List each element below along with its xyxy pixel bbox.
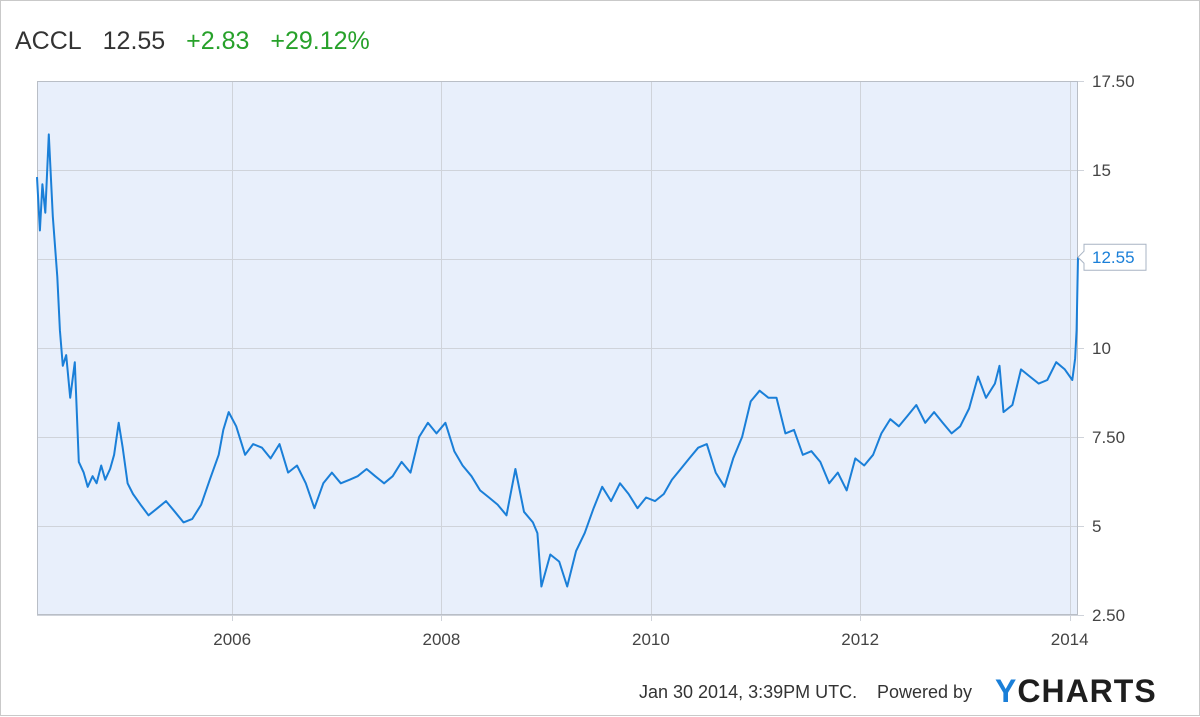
ycharts-logo[interactable]: YCHARTS: [995, 673, 1157, 709]
x-tick-label: 2006: [213, 630, 251, 649]
series-line: [36, 133, 1079, 588]
last-value-callout: 12.55: [1077, 243, 1147, 271]
x-axis-labels: 2006 2008 2010 2012 2014: [213, 630, 1088, 649]
y-tick-label: 2.50: [1092, 606, 1125, 625]
x-tick-label: 2010: [632, 630, 670, 649]
quote-header: ACCL 12.55 +2.83 +29.12%: [15, 23, 384, 59]
ycharts-logo-y: Y: [995, 673, 1018, 709]
x-tick-label: 2012: [841, 630, 879, 649]
powered-by-text: Powered by: [877, 682, 973, 702]
last-value-label: 12.55: [1092, 248, 1135, 267]
ycharts-logo-text: CHARTS: [1017, 673, 1157, 709]
y-axis-labels: 2.50 5 7.50 10 15 17.50: [1092, 72, 1135, 625]
y-tick-label: 7.50: [1092, 428, 1125, 447]
last-value-box: [1077, 243, 1147, 271]
ticker-symbol: ACCL: [15, 27, 82, 55]
plot-frame: [37, 81, 1078, 615]
y-tick-label: 15: [1092, 161, 1111, 180]
y-tick-label: 17.50: [1092, 72, 1135, 91]
y-tick-label: 10: [1092, 339, 1111, 358]
price-change-percent: +29.12%: [270, 27, 370, 55]
x-tick-label: 2014: [1051, 630, 1089, 649]
x-tick-label: 2008: [423, 630, 461, 649]
footer-timestamp: Jan 30 2014, 3:39PM UTC.: [639, 682, 858, 702]
price-change: +2.83: [186, 27, 250, 55]
y-tick-label: 5: [1092, 517, 1101, 536]
last-price: 12.55: [102, 27, 166, 55]
